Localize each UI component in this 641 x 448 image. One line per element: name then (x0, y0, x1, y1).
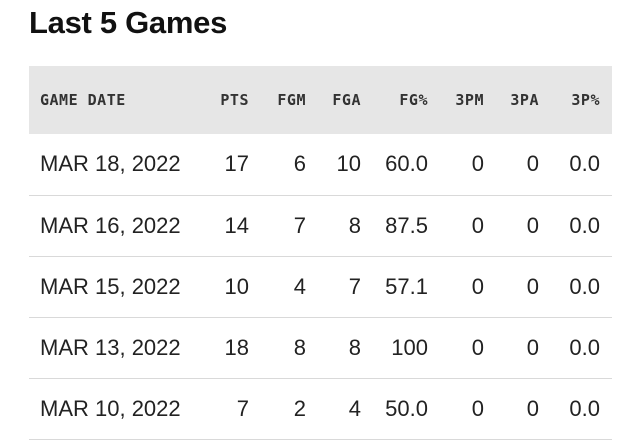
fg-pct-cell: 100 (391, 334, 428, 360)
table-row: MAR 18, 2022 17 6 10 60.0 0 0 0.0 (29, 134, 612, 195)
table-row: MAR 13, 2022 18 8 8 100 0 0 0.0 (29, 317, 612, 378)
fgm-link[interactable]: 6 (293, 151, 306, 177)
3pa-cell: 0 (526, 273, 539, 299)
3pa-cell: 0 (526, 212, 539, 238)
header-fga: FGA (332, 91, 361, 109)
fgm-link[interactable]: 8 (293, 334, 306, 360)
header-fgm: FGM (277, 91, 306, 109)
3pa-cell: 0 (526, 395, 539, 421)
header-3pm: 3PM (455, 91, 484, 109)
fgm-link[interactable]: 7 (293, 212, 306, 238)
game-log-table: GAME DATE PTS FGM FGA FG% 3PM 3PA 3P% MA… (29, 66, 612, 440)
header-game-date: GAME DATE (40, 91, 126, 109)
header-pts: PTS (220, 91, 249, 109)
fga-link[interactable]: 8 (348, 212, 361, 238)
3pm-cell: 0 (471, 151, 484, 177)
game-date-link[interactable]: MAR 18, 2022 (40, 151, 181, 177)
3p-pct-cell: 0.0 (569, 334, 600, 360)
game-date-link[interactable]: MAR 13, 2022 (40, 334, 181, 360)
3pm-cell: 0 (471, 212, 484, 238)
game-date-link[interactable]: MAR 10, 2022 (40, 395, 181, 421)
fgm-link[interactable]: 4 (293, 273, 306, 299)
header-3p-pct: 3P% (571, 91, 600, 109)
fga-link[interactable]: 8 (348, 334, 361, 360)
table-row: MAR 16, 2022 14 7 8 87.5 0 0 0.0 (29, 195, 612, 256)
3pm-cell: 0 (471, 334, 484, 360)
3pa-cell: 0 (526, 334, 539, 360)
page-title: Last 5 Games (29, 5, 228, 40)
3p-pct-cell: 0.0 (569, 395, 600, 421)
table-header-row: GAME DATE PTS FGM FGA FG% 3PM 3PA 3P% (29, 66, 612, 134)
fg-pct-cell: 50.0 (385, 395, 428, 421)
fga-link[interactable]: 10 (336, 151, 361, 177)
pts-cell: 17 (224, 151, 249, 177)
fga-link[interactable]: 7 (348, 273, 361, 299)
fgm-link[interactable]: 2 (293, 395, 306, 421)
3p-pct-cell: 0.0 (569, 212, 600, 238)
3pm-cell: 0 (471, 273, 484, 299)
header-fg-pct: FG% (399, 91, 428, 109)
3pm-cell: 0 (471, 395, 484, 421)
fg-pct-cell: 87.5 (385, 212, 428, 238)
pts-cell: 7 (236, 395, 249, 421)
pts-cell: 14 (224, 212, 249, 238)
pts-cell: 18 (224, 334, 249, 360)
fga-link[interactable]: 4 (348, 395, 361, 421)
3p-pct-cell: 0.0 (569, 273, 600, 299)
table-row: MAR 15, 2022 10 4 7 57.1 0 0 0.0 (29, 256, 612, 317)
header-3pa: 3PA (510, 91, 539, 109)
game-date-link[interactable]: MAR 15, 2022 (40, 273, 181, 299)
fg-pct-cell: 60.0 (385, 151, 428, 177)
fg-pct-cell: 57.1 (385, 273, 428, 299)
3p-pct-cell: 0.0 (569, 151, 600, 177)
pts-cell: 10 (224, 273, 249, 299)
table-row: MAR 10, 2022 7 2 4 50.0 0 0 0.0 (29, 378, 612, 439)
3pa-cell: 0 (526, 151, 539, 177)
game-date-link[interactable]: MAR 16, 2022 (40, 212, 181, 238)
